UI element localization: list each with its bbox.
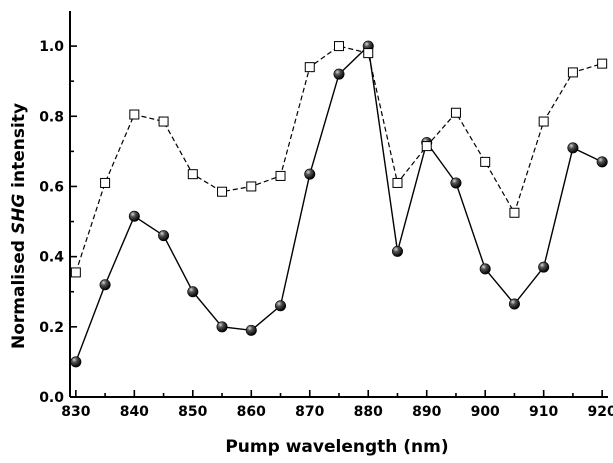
- data-point-open: [187, 169, 198, 180]
- data-point-open: [597, 58, 608, 69]
- y-tick-label: 1.0: [39, 39, 64, 55]
- x-tick-label: 840: [120, 404, 149, 420]
- data-point-filled: [391, 245, 403, 257]
- x-tick-label: 860: [237, 404, 266, 420]
- data-point-open: [363, 48, 374, 59]
- y-tick-label: 0.0: [39, 390, 64, 406]
- data-point-open: [246, 181, 257, 192]
- data-point-filled: [596, 156, 608, 168]
- x-tick-label: 880: [354, 404, 383, 420]
- y-axis-title: Normalised SHG intensity: [9, 103, 29, 349]
- series-filled-line: [75, 44, 603, 363]
- data-point-filled: [187, 286, 199, 298]
- y-axis-title-italic: SHG: [9, 194, 29, 234]
- x-tick-label: 910: [529, 404, 558, 420]
- data-point-open: [217, 186, 228, 197]
- data-point-open: [538, 116, 549, 127]
- data-point-filled: [128, 210, 140, 222]
- data-point-filled: [450, 177, 462, 189]
- data-point-filled: [508, 298, 520, 310]
- y-tick-label: 0.6: [39, 179, 64, 195]
- data-point-open: [70, 267, 81, 278]
- series-layer: [70, 40, 608, 368]
- x-axis-title: Pump wavelength (nm): [225, 437, 448, 457]
- data-point-filled: [216, 321, 228, 333]
- data-point-open: [509, 207, 520, 218]
- data-point-filled: [538, 261, 550, 273]
- x-tick-label: 920: [588, 404, 613, 420]
- data-point-open: [100, 177, 111, 188]
- x-tick-label: 870: [295, 404, 324, 420]
- data-point-filled: [333, 68, 345, 80]
- data-point-open: [129, 109, 140, 120]
- series-open-line: [75, 45, 603, 273]
- data-point-open: [334, 41, 344, 52]
- y-axis-title-prefix: Normalised: [9, 234, 29, 349]
- x-tick-label: 830: [61, 404, 90, 420]
- data-point-filled: [275, 300, 287, 312]
- x-tick-label: 900: [471, 404, 500, 420]
- y-tick-label: 0.4: [39, 250, 64, 266]
- x-axis-ticks: 830 840 850 860 870 880 890 900 910 920: [61, 390, 613, 420]
- data-point-open: [421, 141, 432, 152]
- x-tick-label: 890: [412, 404, 441, 420]
- data-point-open: [450, 107, 461, 118]
- data-point-filled: [245, 324, 257, 336]
- y-axis-ticks: 0.0 0.2 0.4 0.6 0.8 1.0: [39, 39, 77, 406]
- data-point-filled: [70, 356, 82, 368]
- data-point-filled: [304, 168, 316, 180]
- y-tick-label: 0.8: [39, 109, 64, 125]
- data-point-open: [304, 62, 315, 73]
- data-point-filled: [99, 279, 111, 291]
- x-tick-label: 850: [178, 404, 207, 420]
- y-tick-label: 0.2: [39, 320, 64, 336]
- data-point-open: [567, 67, 578, 78]
- data-point-open: [392, 177, 403, 188]
- data-point-open: [158, 116, 169, 127]
- data-point-open: [275, 170, 286, 181]
- data-point-filled: [479, 263, 491, 275]
- data-point-filled: [567, 142, 579, 154]
- y-axis-title-suffix: intensity: [9, 103, 29, 194]
- data-point-filled: [158, 230, 170, 242]
- data-point-open: [480, 156, 491, 167]
